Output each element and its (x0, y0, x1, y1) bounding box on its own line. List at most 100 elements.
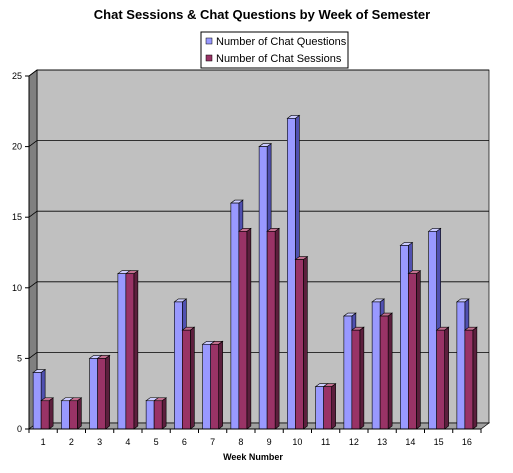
bar-chat-sessions-4 (124, 270, 139, 430)
bar-chat-sessions-3 (96, 354, 111, 430)
legend-box (200, 31, 349, 69)
bar-front (436, 329, 445, 430)
x-tick-label: 13 (377, 437, 387, 447)
bar-chat-sessions-9 (266, 227, 281, 430)
bar-front (125, 273, 135, 430)
x-tick-label: 10 (292, 437, 302, 447)
bar-front (408, 273, 417, 430)
bar-side (133, 270, 139, 430)
bar-side (359, 326, 365, 430)
x-tick-label: 2 (69, 437, 74, 447)
bar-front (343, 315, 353, 430)
bar-front (61, 400, 70, 430)
bar-front (400, 245, 409, 430)
chart-title: Chat Sessions & Chat Questions by Week o… (94, 7, 430, 22)
x-tick-label: 15 (434, 437, 444, 447)
x-tick-label: 11 (321, 437, 330, 447)
bar-front (428, 231, 437, 430)
bar-side (246, 227, 252, 430)
bar-side (387, 312, 393, 430)
bar-front (145, 400, 155, 430)
x-tick-label: 7 (210, 437, 215, 447)
gridline-side (28, 210, 38, 218)
bar-side (472, 326, 478, 430)
bar-chat-sessions-2 (68, 397, 83, 430)
bar-chat-sessions-14 (407, 270, 422, 430)
bar-front (456, 301, 466, 430)
bar-chat-sessions-13 (379, 312, 394, 430)
legend-swatch-chat-questions (205, 37, 213, 45)
y-tick-label: 5 (17, 353, 22, 363)
bar-chat-sessions-11 (322, 383, 337, 430)
bar-front (89, 358, 98, 430)
bar-front (230, 202, 240, 430)
y-tick-label: 10 (12, 283, 22, 293)
x-tick-label: 3 (97, 437, 102, 447)
bar-chat-sessions-15 (435, 326, 450, 430)
bar-front (379, 315, 389, 430)
bar-side (331, 383, 336, 430)
x-tick-label: 14 (405, 437, 415, 447)
x-tick-label: 8 (238, 437, 243, 447)
bar-front (97, 358, 106, 430)
y-tick-label: 0 (17, 424, 22, 434)
bar-side (161, 397, 167, 430)
legend-label-chat-questions: Number of Chat Questions (216, 36, 347, 48)
gridline-side (28, 352, 38, 359)
bar-front (117, 273, 127, 430)
y-tick-label: 15 (12, 212, 22, 222)
legend-label-chat-sessions: Number of Chat Sessions (216, 53, 342, 65)
x-tick-label: 5 (154, 437, 159, 447)
bar-front (315, 386, 324, 430)
bar-side (274, 227, 280, 430)
bar-front (69, 400, 78, 430)
bar-front (174, 301, 183, 430)
gridline-side (28, 281, 38, 289)
bar-chat-sessions-10 (294, 255, 309, 430)
bar-chat-sessions-6 (181, 326, 196, 430)
bar-side (218, 340, 223, 430)
bar-chat-sessions-8 (237, 227, 252, 430)
bar-side (416, 270, 421, 430)
bar-side (444, 326, 449, 430)
bar-chat-sessions-16 (463, 326, 478, 430)
bar-front (210, 343, 219, 430)
x-tick-label: 4 (125, 437, 130, 447)
bar-front (464, 329, 474, 430)
y-tick-label: 20 (12, 142, 22, 152)
y-tick-label: 25 (12, 71, 22, 81)
legend: Number of Chat Questions Number of Chat … (200, 31, 349, 69)
bar-front (323, 386, 332, 430)
bar-front (371, 301, 381, 430)
bar-front (238, 231, 248, 430)
bar-chat-sessions-1 (40, 397, 55, 430)
bar-side (105, 354, 110, 430)
bar-front (287, 118, 296, 430)
bar-front (32, 372, 42, 430)
bar-chat-sessions-12 (350, 326, 365, 430)
bar-chat-sessions-7 (209, 340, 224, 430)
bar-front (295, 259, 304, 430)
bar-front (153, 400, 163, 430)
gridline-side (28, 69, 38, 77)
x-axis-title: Week Number (223, 452, 283, 462)
bar-side (190, 326, 195, 430)
bar-front (258, 146, 268, 430)
x-tick-label: 6 (182, 437, 187, 447)
bar-chat-sessions-5 (153, 397, 168, 430)
bar-side (77, 397, 82, 430)
bar-front (182, 329, 191, 430)
bar-side (48, 397, 54, 430)
bar-front (202, 343, 211, 430)
x-tick-label: 16 (462, 437, 472, 447)
x-tick-label: 12 (349, 437, 359, 447)
bar-front (40, 400, 50, 430)
bars (32, 114, 478, 430)
legend-swatch-chat-sessions (205, 54, 213, 62)
bar-side (303, 255, 308, 430)
gridline-side (28, 140, 38, 147)
x-tick-label: 9 (267, 437, 272, 447)
bar-front (351, 329, 361, 430)
